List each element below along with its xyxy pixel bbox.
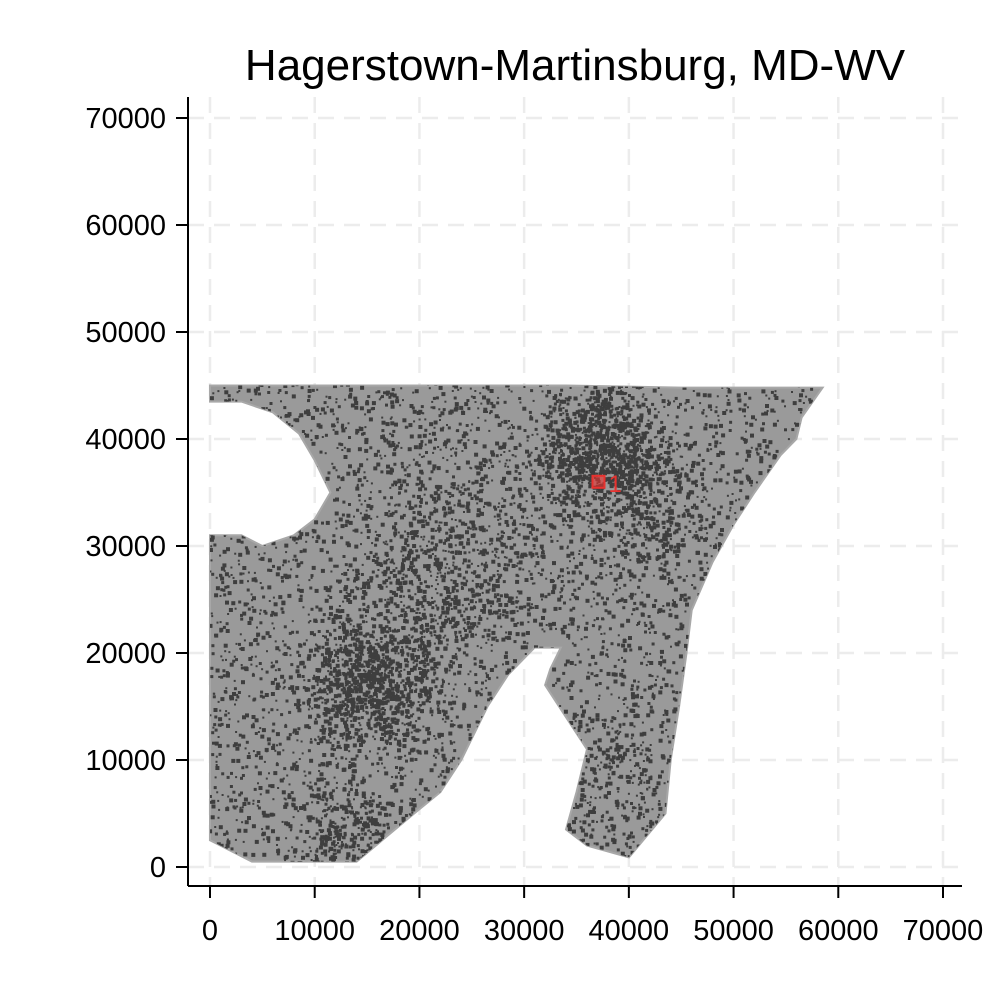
y-tick-label: 60000 (85, 210, 166, 242)
y-tick-label: 70000 (85, 103, 166, 135)
marker-point (591, 474, 606, 489)
x-tick-label: 70000 (903, 915, 984, 947)
region-shape (209, 384, 825, 863)
axes: 0 10000 20000 30000 40000 50000 60000 70000 0 100… (85, 97, 983, 947)
x-tick-label: 0 (202, 915, 218, 947)
x-tick-label: 40000 (589, 915, 670, 947)
x-tick-label: 10000 (274, 915, 355, 947)
map-title: Hagerstown-Martinsburg, MD-WV (245, 41, 906, 90)
y-tick-label: 20000 (85, 638, 166, 670)
x-tick-label: 60000 (798, 915, 879, 947)
y-tick-label: 50000 (85, 317, 166, 349)
x-tick-label: 50000 (693, 915, 774, 947)
markers: 1 (591, 471, 622, 498)
x-tick-label: 30000 (484, 915, 565, 947)
y-tick-label: 40000 (85, 424, 166, 456)
y-tick-label: 10000 (85, 745, 166, 777)
marker-label: 1 (608, 471, 621, 498)
y-tick-label: 0 (150, 852, 166, 884)
y-tick-label: 30000 (85, 531, 166, 563)
x-tick-label: 20000 (379, 915, 460, 947)
